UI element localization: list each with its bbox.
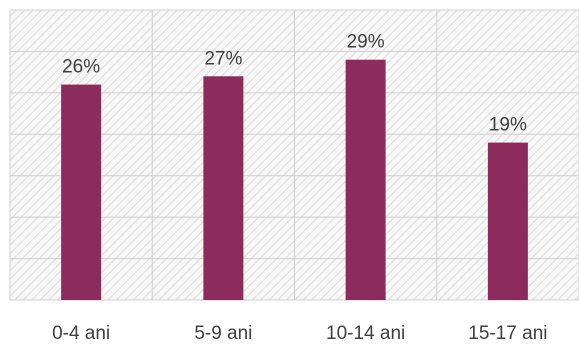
bar-10-14-ani xyxy=(345,59,386,300)
data-label: 26% xyxy=(62,57,100,78)
x-tick-label: 0-4 ani xyxy=(52,323,110,344)
data-labels: 26% 27% 29% 19% xyxy=(62,32,527,136)
bar-5-9-ani xyxy=(203,76,244,301)
x-tick-label: 15-17 ani xyxy=(468,323,547,344)
x-tick-label: 5-9 ani xyxy=(194,323,252,344)
x-tick-labels: 0-4 ani 5-9 ani 10-14 ani 15-17 ani xyxy=(52,323,547,344)
data-label: 29% xyxy=(347,32,385,53)
data-label: 19% xyxy=(489,115,527,136)
bar-0-4-ani xyxy=(61,84,102,300)
grid-lines xyxy=(9,9,579,301)
bar-15-17-ani xyxy=(487,142,528,300)
bars xyxy=(61,59,528,301)
data-label: 27% xyxy=(204,48,242,69)
x-tick-label: 10-14 ani xyxy=(326,323,405,344)
